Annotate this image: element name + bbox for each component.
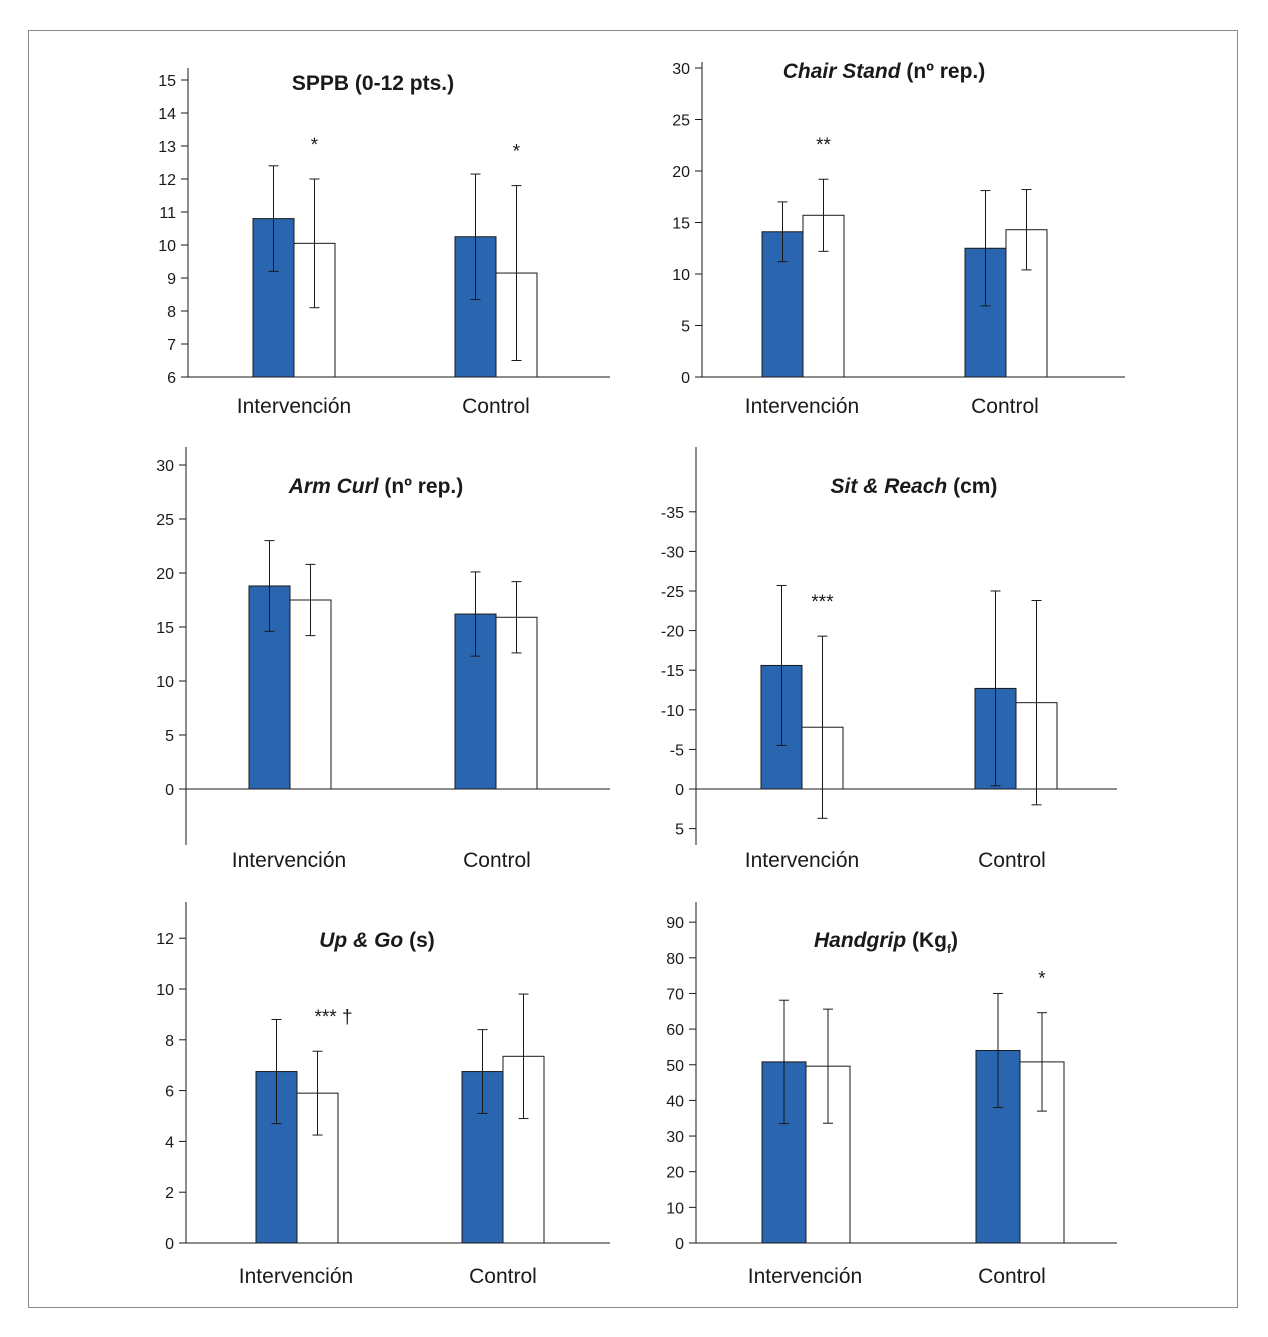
y-tick-label: 15	[158, 73, 176, 90]
y-tick-label: 8	[167, 304, 176, 321]
y-tick-label: 30	[666, 1129, 684, 1146]
y-tick-label: 70	[666, 986, 684, 1003]
y-tick-label: 13	[158, 139, 176, 156]
y-tick-label: 6	[165, 1084, 174, 1101]
significance-marker: *** †	[314, 1007, 352, 1028]
y-tick-label: 5	[675, 822, 684, 839]
y-tick-label: 20	[156, 566, 174, 583]
chart-title-italic: Up & Go	[319, 929, 403, 952]
chart-title: Up & Go (s)	[319, 929, 435, 952]
y-tick-label: 0	[675, 782, 684, 799]
chart-title: Sit & Reach (cm)	[831, 475, 998, 498]
chart-title-italic: Handgrip	[814, 929, 906, 952]
y-tick-label: -30	[661, 544, 684, 561]
y-tick-label: 25	[156, 512, 174, 529]
chart-title-end: )	[951, 929, 958, 952]
category-label: Intervención	[745, 395, 859, 418]
y-tick-label: 0	[681, 370, 690, 387]
category-label: Control	[978, 1265, 1046, 1288]
chart-title-rest: (s)	[403, 929, 435, 952]
chart-title-subscript: f	[947, 942, 952, 956]
y-tick-label: 10	[666, 1200, 684, 1217]
y-tick-label: 0	[165, 782, 174, 799]
y-tick-label: -15	[661, 663, 684, 680]
y-tick-label: 30	[156, 458, 174, 475]
y-tick-label: 60	[666, 1022, 684, 1039]
y-tick-label: 12	[156, 931, 174, 948]
y-tick-label: 20	[666, 1165, 684, 1182]
y-tick-label: -25	[661, 584, 684, 601]
y-tick-label: 11	[159, 205, 176, 222]
y-tick-label: 40	[666, 1093, 684, 1110]
y-tick-label: 5	[165, 728, 174, 745]
significance-marker: **	[816, 135, 831, 156]
chart-title-rest: SPPB (0-12 pts.)	[292, 72, 454, 95]
y-tick-label: 6	[167, 370, 176, 387]
category-label: Intervención	[237, 395, 351, 418]
y-tick-label: -35	[661, 505, 684, 522]
chart-title: Chair Stand (nº rep.)	[783, 60, 986, 83]
y-tick-label: 9	[167, 271, 176, 288]
y-tick-label: 30	[672, 61, 690, 78]
y-tick-label: 15	[672, 216, 690, 233]
chart-panel-3: 0 5 10 15 20 25 30 Arm Curl (nº rep.) Intervenci…	[156, 447, 610, 872]
significance-marker: *	[1038, 969, 1046, 990]
chart-panel-5: 0 2 4 6 8 10 12 Up & Go (s) Intervención Control *…	[156, 902, 610, 1288]
y-tick-label: 14	[158, 106, 176, 123]
chart-title-rest: (cm)	[947, 475, 997, 498]
chart-title-italic: Chair Stand	[783, 60, 902, 83]
y-tick-label: 4	[165, 1134, 174, 1151]
category-label: Control	[463, 849, 531, 872]
y-tick-label: 0	[675, 1236, 684, 1253]
y-tick-label: -5	[670, 742, 684, 759]
chart-title-rest: (nº rep.)	[901, 60, 986, 83]
y-tick-label: 10	[672, 267, 690, 284]
y-tick-label: 80	[666, 951, 684, 968]
y-tick-label: 2	[165, 1185, 174, 1202]
chart-panel-1: 6 7 8 9 10 11 12 13 14 15 SPPB (0-12 pts.) Interven…	[158, 68, 610, 418]
y-tick-label: 7	[167, 337, 176, 354]
chart-panel-4: 5 0 -5 -10 -15 -20 -25 -30 -35 Sit & Reach (cm) In…	[661, 447, 1117, 872]
significance-marker: *	[311, 135, 319, 156]
y-tick-label: 15	[156, 620, 174, 637]
category-label: Intervención	[748, 1265, 862, 1288]
chart-panel-2: 0 5 10 15 20 25 30 Chair Stand (nº rep.) Interve…	[672, 60, 1125, 418]
y-tick-label: 50	[666, 1058, 684, 1075]
chart-title: SPPB (0-12 pts.)	[292, 72, 454, 95]
category-label: Intervención	[232, 849, 346, 872]
figure-frame	[28, 30, 1238, 1308]
y-tick-label: 10	[158, 238, 176, 255]
category-label: Control	[469, 1265, 537, 1288]
category-label: Control	[462, 395, 530, 418]
significance-marker: ***	[811, 592, 834, 613]
y-tick-label: 5	[681, 319, 690, 336]
y-tick-label: 12	[158, 172, 176, 189]
category-label: Control	[971, 395, 1039, 418]
y-tick-label: -20	[661, 624, 684, 641]
category-label: Control	[978, 849, 1046, 872]
chart-title-italic: Sit & Reach	[831, 475, 948, 498]
category-label: Intervención	[745, 849, 859, 872]
y-tick-label: 20	[672, 164, 690, 181]
chart-title: Handgrip (Kgf)	[814, 929, 958, 956]
category-label: Intervención	[239, 1265, 353, 1288]
chart-title-rest: (Kg	[906, 929, 947, 952]
y-tick-label: 0	[165, 1236, 174, 1253]
chart-title: Arm Curl (nº rep.)	[288, 475, 464, 498]
y-tick-label: 10	[156, 982, 174, 999]
chart-panel-6: 0 10 20 30 40 50 60 70 80 90 Handgrip (Kgf) Interve…	[666, 902, 1117, 1288]
y-tick-label: 25	[672, 113, 690, 130]
chart-title-italic: Arm Curl	[288, 475, 380, 498]
y-tick-label: 8	[165, 1033, 174, 1050]
y-tick-label: 90	[666, 915, 684, 932]
y-tick-label: 10	[156, 674, 174, 691]
significance-marker: *	[513, 142, 521, 163]
chart-title-rest: (nº rep.)	[379, 475, 464, 498]
y-tick-label: -10	[661, 703, 684, 720]
